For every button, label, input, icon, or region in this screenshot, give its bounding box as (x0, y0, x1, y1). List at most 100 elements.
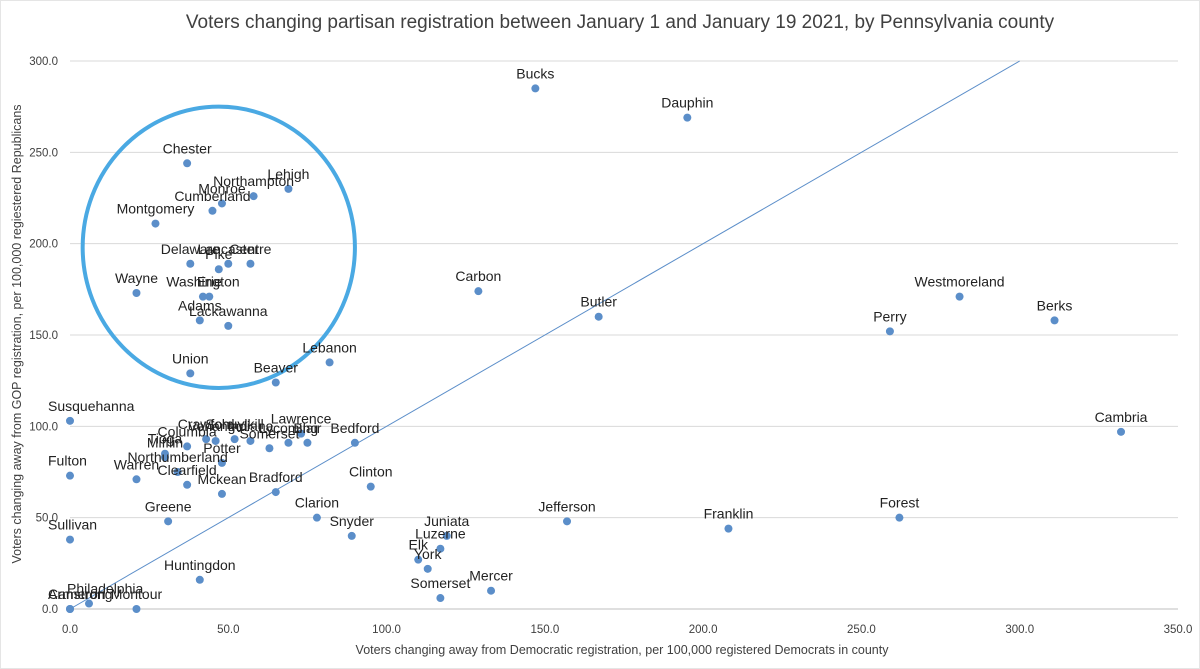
data-point (350, 438, 359, 447)
data-point (683, 113, 692, 122)
data-label: Schuylkill (205, 416, 263, 432)
data-label: Pike (205, 246, 232, 262)
data-label: Chester (163, 140, 212, 156)
y-tick-label: 250.0 (29, 147, 58, 159)
data-label: Westmoreland (915, 274, 1005, 290)
data-point (132, 288, 141, 297)
data-point (202, 435, 211, 444)
data-label: Mercer (469, 568, 513, 584)
data-label: Cambria (1095, 409, 1148, 425)
data-point (66, 416, 74, 425)
data-point (249, 192, 258, 201)
data-label: Clarion (295, 495, 339, 511)
data-label: Northumberland (127, 449, 227, 465)
data-point (1050, 316, 1059, 325)
data-point (531, 84, 540, 93)
data-label: Clearfield (158, 462, 217, 478)
y-tick-label: 300.0 (29, 56, 58, 68)
data-point (66, 535, 74, 544)
data-label: Potter (203, 440, 241, 456)
x-tick-label: 300.0 (1005, 624, 1034, 636)
data-point (284, 184, 293, 193)
data-point (224, 321, 233, 330)
y-tick-label: 50.0 (36, 513, 58, 525)
data-point (895, 513, 904, 522)
data-point (594, 312, 603, 321)
data-point (186, 369, 195, 378)
highlight-ellipse (80, 104, 357, 390)
data-label: Indiana (227, 418, 273, 434)
data-point (246, 259, 255, 268)
data-label: Perry (873, 308, 906, 324)
data-label: Luzerne (415, 526, 466, 542)
data-label: Cumberland (174, 188, 250, 204)
data-point (66, 605, 74, 613)
data-points (66, 84, 1126, 613)
data-point (436, 594, 445, 603)
data-point (217, 489, 226, 498)
highlight-ellipse-group (80, 104, 357, 390)
data-point (724, 524, 733, 533)
x-tick-label: 350.0 (1164, 624, 1193, 636)
data-label: Lawrence (271, 411, 332, 427)
data-point (195, 316, 204, 325)
data-point (265, 444, 274, 453)
data-label: Snyder (330, 513, 375, 529)
data-label: Lycoming (259, 420, 318, 436)
data-point (423, 564, 432, 573)
data-point (885, 327, 894, 336)
data-label: Forest (880, 495, 920, 511)
data-point (195, 575, 204, 584)
data-label: Centre (229, 241, 271, 257)
data-label: Lebanon (302, 339, 357, 355)
data-point (414, 555, 423, 564)
data-labels: Bucks Dauphin Chester LehighNorthamptonMonr… (48, 65, 1148, 602)
data-label: Somerset (239, 425, 299, 441)
data-label: Bedford (330, 420, 379, 436)
data-label: Montgomery (117, 201, 195, 217)
data-point (297, 429, 306, 438)
data-point (955, 292, 964, 301)
x-tick-label: 150.0 (530, 624, 559, 636)
data-point (183, 480, 192, 489)
data-label: Carbon (455, 268, 501, 284)
reference-line-group (69, 60, 1020, 610)
data-label: Mckean (197, 471, 246, 487)
data-point (217, 199, 226, 208)
data-point (186, 259, 195, 268)
data-point (303, 438, 312, 447)
data-label: Lackawanna (189, 303, 268, 319)
data-point (164, 517, 173, 526)
data-label: Warren (114, 456, 159, 472)
data-label: Lancaster (198, 241, 260, 257)
data-point (563, 517, 572, 526)
data-point (230, 435, 239, 444)
data-label: Tioga (148, 431, 183, 447)
data-label: Clinton (349, 464, 393, 480)
data-label: Lehigh (267, 166, 309, 182)
data-point (474, 287, 483, 296)
data-label: Bradford (249, 469, 303, 485)
data-point (224, 259, 233, 268)
data-point (132, 475, 141, 484)
data-point (151, 219, 160, 228)
data-point (217, 458, 226, 467)
y-axis-label: Voters changing away from GOP registrati… (10, 104, 24, 563)
data-label: Butler (580, 294, 617, 310)
data-label: Juniata (424, 513, 469, 529)
data-label: Monroe (198, 180, 246, 196)
x-tick-label: 50.0 (217, 624, 239, 636)
x-tick-label: 200.0 (689, 624, 718, 636)
y-tick-label: 0.0 (42, 604, 58, 616)
data-label: Crawford (178, 416, 235, 432)
x-tick-label: 100.0 (372, 624, 401, 636)
data-label: Union (172, 350, 209, 366)
data-label: Philadelphia (67, 581, 143, 597)
data-point (271, 488, 280, 497)
data-label: Jefferson (538, 498, 595, 514)
data-point (66, 471, 74, 480)
data-point (211, 436, 220, 445)
data-point (436, 544, 445, 553)
data-point (442, 531, 451, 540)
data-label: Dauphin (661, 95, 713, 111)
